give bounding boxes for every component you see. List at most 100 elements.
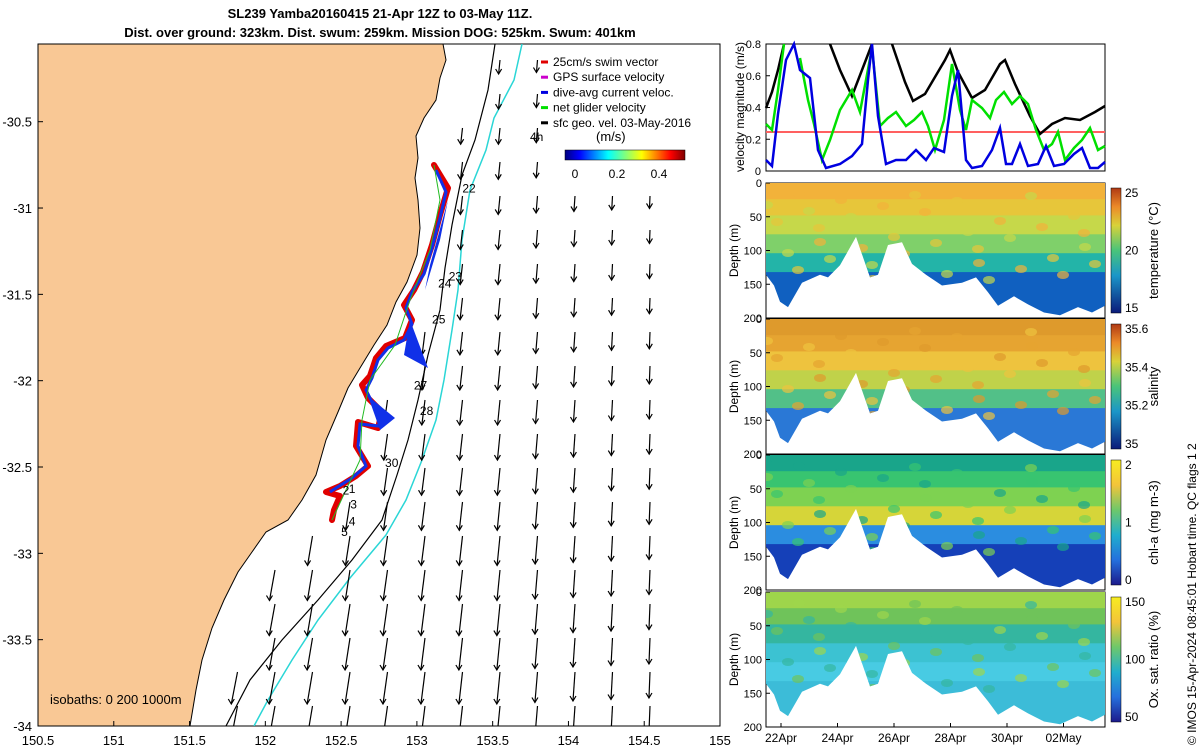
day-label: 27 — [414, 378, 428, 392]
velocity-vectors — [227, 59, 654, 726]
date-tick: 28Apr — [934, 731, 966, 745]
depth-label: Depth (m) — [727, 224, 741, 277]
depth-tick: 150 — [744, 279, 762, 291]
date-tick: 26Apr — [878, 731, 910, 745]
date-tick: 24Apr — [821, 731, 853, 745]
land — [38, 44, 447, 726]
colorbar-tick: 2 — [1125, 458, 1132, 472]
legend-entry: dive-avg current veloc. — [553, 85, 674, 99]
lon-tick-label: 154.5 — [628, 733, 661, 748]
lat-tick-label: -31 — [13, 201, 32, 216]
velocity-tick: 0 — [755, 166, 761, 178]
isobath-1000 — [253, 44, 523, 726]
day-label: 30 — [385, 456, 399, 470]
depth-tick: 100 — [744, 655, 762, 667]
day-label: 1 — [349, 482, 356, 496]
depth-tick: 200 — [744, 449, 762, 461]
colorbar-tick: 150 — [1125, 595, 1145, 609]
day-label: 22 — [462, 181, 476, 195]
colorbar-tick: 0.4 — [651, 167, 668, 181]
isobaths-label: isobaths: 0 200 1000m — [50, 692, 182, 707]
lat-tick-label: -30.5 — [2, 115, 32, 130]
day-label: 2 — [343, 484, 350, 498]
title-line-1: SL239 Yamba20160415 21-Apr 12Z to 03-May… — [227, 6, 533, 21]
depth-tick: 150 — [744, 688, 762, 700]
colorbar-tick: 25 — [1125, 186, 1139, 200]
colorbar-tick: 0.2 — [609, 167, 626, 181]
day-label: 28 — [420, 404, 434, 418]
depth-tick: 100 — [744, 382, 762, 394]
title-line-2: Dist. over ground: 323km. Dist. swum: 25… — [124, 25, 636, 40]
day-label: 23 — [449, 270, 463, 284]
colorbar-tick: 1 — [1125, 516, 1132, 530]
colorbar-title: (m/s) — [596, 129, 626, 144]
colorbar-tick: 35.2 — [1125, 399, 1149, 413]
colorbar-tick: 15 — [1125, 301, 1139, 315]
day-label: 3 — [350, 497, 357, 511]
day-label: 5 — [341, 525, 348, 539]
colorbar-tick: 100 — [1125, 653, 1145, 667]
isobath-200 — [225, 44, 496, 726]
depth-label: Depth (m) — [727, 633, 741, 686]
section-panel: 0 50 100 150 200 Depth (m) 0 1 2 chl-a (mg m-3) — [727, 450, 1161, 597]
speed-colorbar: (m/s) 0 0.2 0.4 — [564, 129, 686, 181]
date-axis: 22Apr 24Apr 26Apr 28Apr 30Apr 02May — [765, 723, 1082, 745]
lon-tick-label: 154 — [558, 733, 580, 748]
depth-tick: 50 — [750, 621, 762, 633]
depth-tick: 200 — [744, 585, 762, 597]
velocity-panel: 0 0.2 0.4 0.6 0.8 velocity magnitude (m/s) — [733, 39, 1106, 178]
colorbar-tick: 0 — [572, 167, 579, 181]
depth-label: Depth (m) — [727, 360, 741, 413]
legend-entry: 25cm/s swim vector — [553, 55, 658, 69]
day-label: 24 — [438, 276, 452, 290]
series-black — [764, 43, 1106, 136]
depth-tick: 150 — [744, 551, 762, 563]
section-panel: 0 50 100 150 200 Depth (m) 15 20 25 temperature (… — [727, 178, 1161, 325]
legend-entry: sfc geo. vel. 03-May-2016 — [553, 116, 691, 130]
depth-label: Depth (m) — [727, 496, 741, 549]
lat-tick-label: -31.5 — [2, 287, 32, 302]
series-green — [765, 43, 1106, 165]
lat-tick-label: -33 — [13, 546, 32, 561]
date-tick: 22Apr — [765, 731, 797, 745]
section-colorbar-label: chl-a (mg m-3) — [1146, 480, 1161, 565]
depth-tick: 50 — [750, 212, 762, 224]
depth-tick: 0 — [756, 450, 762, 462]
depth-tick: 200 — [744, 313, 762, 325]
date-tick: 30Apr — [991, 731, 1023, 745]
colorbar-tick: 35 — [1125, 437, 1139, 451]
velocity-tick: 0.4 — [746, 103, 761, 115]
depth-tick: 50 — [750, 348, 762, 360]
label-4h: 4h — [530, 130, 543, 144]
lat-tick-label: -32 — [13, 374, 32, 389]
colorbar-tick: 35.6 — [1125, 322, 1149, 336]
velocity-ylabel: velocity magnitude (m/s) — [733, 42, 747, 172]
colorbar-tick: 50 — [1125, 710, 1139, 724]
legend-entry: net glider velocity — [553, 101, 646, 115]
lon-tick-label: 153.5 — [476, 733, 509, 748]
lon-tick-label: 155 — [709, 733, 731, 748]
lon-tick-label: 151.5 — [173, 733, 206, 748]
lon-tick-label: 150.5 — [22, 733, 55, 748]
day-label: 25 — [432, 313, 446, 327]
depth-tick: 0 — [756, 587, 762, 599]
depth-tick: 200 — [744, 722, 762, 734]
colorbar-tick: 20 — [1125, 244, 1139, 258]
section-panel: 0 50 100 150 200 Depth (m) 35 35.2 35.4 35.6 salin… — [727, 314, 1161, 461]
section-colorbar-label: Ox. sat. ratio (%) — [1146, 611, 1161, 709]
lat-tick-label: -33.5 — [2, 633, 32, 648]
legend-entry: GPS surface velocity — [553, 70, 664, 84]
depth-tick: 100 — [744, 518, 762, 530]
depth-tick: 0 — [756, 178, 762, 190]
glider-track — [323, 162, 451, 523]
velocity-tick: 0.6 — [746, 71, 761, 83]
section-colorbar-label: salinity — [1146, 366, 1161, 406]
velocity-tick: 0.8 — [746, 39, 761, 51]
lon-tick-label: 151 — [103, 733, 125, 748]
depth-tick: 50 — [750, 484, 762, 496]
map-axes: 150.5 151 151.5 152 152.5 153 153.5 154 154.5 155… — [2, 115, 730, 748]
